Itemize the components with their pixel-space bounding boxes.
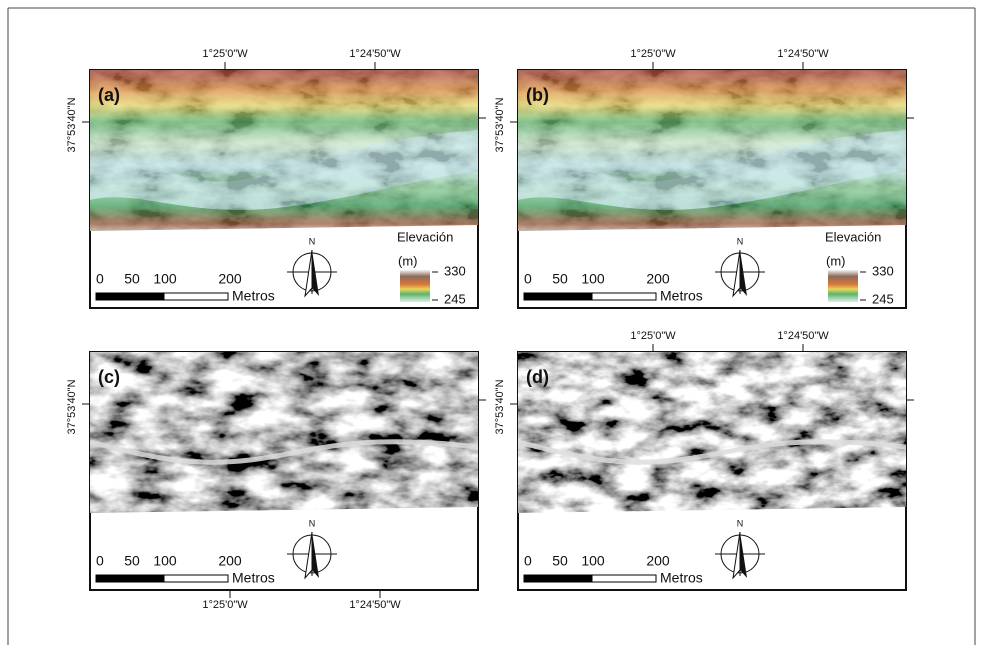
map-panel: (d) 1°25'0"W 1°24'50"W 37°53'40"N 0 50 100 200M…: [494, 330, 914, 590]
coord-label: 37°53'40"N: [494, 379, 506, 434]
scale-bar-black: [96, 575, 164, 582]
legend-title: Elevación: [825, 229, 881, 244]
scale-unit: Metros: [232, 570, 275, 586]
orthophoto: [90, 352, 478, 514]
coord-label: 37°53'40"N: [494, 97, 506, 152]
coord-label: 1°24'50"W: [777, 48, 829, 60]
scale-unit: Metros: [660, 570, 703, 586]
scale-bar-black: [524, 293, 592, 300]
north-label: N: [737, 518, 744, 528]
scale-tick-label: 50: [552, 553, 568, 569]
scale-tick-label: 200: [646, 271, 670, 287]
legend-max: 330: [444, 263, 466, 278]
scale-tick-label: 200: [218, 553, 242, 569]
scale-tick-label: 200: [218, 271, 242, 287]
relief-texture: [90, 70, 478, 232]
legend-ramp: [400, 270, 430, 302]
map-image: [90, 70, 478, 232]
legend-title: Elevación: [397, 229, 453, 244]
coord-label: 37°53'40"N: [66, 97, 78, 152]
coord-label: 1°25'0"W: [630, 330, 676, 342]
north-label: N: [309, 518, 316, 528]
scale-tick-label: 50: [124, 553, 140, 569]
legend-ramp: [828, 270, 858, 302]
coord-label: 1°24'50"W: [349, 599, 401, 611]
coord-label: 1°25'0"W: [202, 48, 248, 60]
scale-tick-label: 0: [524, 271, 532, 287]
scale-tick-label: 100: [153, 553, 177, 569]
map-image: [90, 352, 478, 514]
coord-label: 1°25'0"W: [202, 599, 248, 611]
legend-unit: (m): [398, 253, 418, 268]
coord-label: 1°24'50"W: [349, 48, 401, 60]
legend-unit: (m): [826, 253, 846, 268]
scale-tick-label: 200: [646, 553, 670, 569]
map-panel: (c) 1°25'0"W 1°24'50"W 37°53'40"N 0 50 100 200M…: [66, 352, 486, 611]
coord-label: 37°53'40"N: [66, 379, 78, 434]
scale-tick-label: 0: [524, 553, 532, 569]
scale-bar-white: [592, 575, 656, 582]
panel-label: (a): [98, 85, 120, 105]
scale-unit: Metros: [232, 288, 275, 304]
map-image: [518, 70, 906, 232]
panel-label: (c): [98, 367, 120, 387]
scale-tick-label: 0: [96, 271, 104, 287]
map-image: [518, 352, 906, 514]
scale-tick-label: 50: [552, 271, 568, 287]
figure: (a)1°25'0"W1°24'50"W37°53'40"N050100200M…: [0, 0, 983, 645]
orthophoto: [518, 352, 906, 514]
scale-bar-white: [164, 293, 228, 300]
scale-tick-label: 100: [153, 271, 177, 287]
legend-min: 245: [872, 291, 894, 306]
north-label: N: [309, 236, 316, 246]
scale-tick-label: 100: [581, 553, 605, 569]
scale-bar-white: [592, 293, 656, 300]
coord-label: 1°25'0"W: [630, 48, 676, 60]
panel-label: (b): [526, 85, 549, 105]
relief-texture: [518, 70, 906, 232]
scale-tick-label: 100: [581, 271, 605, 287]
scale-tick-label: 50: [124, 271, 140, 287]
scale-tick-label: 0: [96, 553, 104, 569]
north-label: N: [737, 236, 744, 246]
map-panel: (b) 1°25'0"W 1°24'50"W 37°53'40"N 0 50 100 200M…: [494, 48, 914, 308]
scale-unit: Metros: [660, 288, 703, 304]
scale-bar-black: [524, 575, 592, 582]
panel-label: (d): [526, 367, 549, 387]
legend-min: 245: [444, 291, 466, 306]
map-panel: (a) 1°25'0"W 1°24'50"W 37°53'40"N 0 50 100 200M…: [66, 48, 486, 308]
scale-bar-white: [164, 575, 228, 582]
legend-max: 330: [872, 263, 894, 278]
coord-label: 1°24'50"W: [777, 330, 829, 342]
scale-bar-black: [96, 293, 164, 300]
